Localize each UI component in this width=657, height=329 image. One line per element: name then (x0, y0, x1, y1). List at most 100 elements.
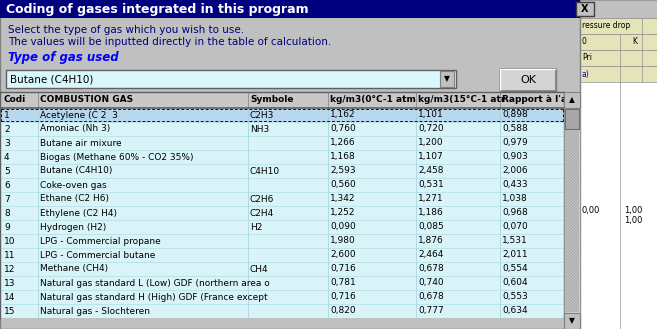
Text: K: K (632, 37, 637, 45)
Text: 0,720: 0,720 (418, 124, 443, 134)
Text: LPG - Commercial propane: LPG - Commercial propane (40, 237, 161, 245)
Text: The values will be inputted directly in the table of calculation.: The values will be inputted directly in … (8, 37, 331, 47)
Text: Coke-oven gas: Coke-oven gas (40, 181, 106, 190)
Text: 10: 10 (4, 237, 16, 245)
Text: 12: 12 (4, 265, 15, 273)
Bar (580, 66, 657, 82)
Text: 0,634: 0,634 (502, 307, 528, 316)
Text: 0,716: 0,716 (330, 265, 355, 273)
Text: ▼: ▼ (444, 74, 450, 84)
Text: 0,553: 0,553 (502, 292, 528, 301)
Bar (564, 92, 580, 329)
Text: kg/m3(15°C-1 atr: kg/m3(15°C-1 atr (418, 95, 505, 105)
Text: 15: 15 (4, 307, 16, 316)
Bar (0, 220, 564, 234)
Text: 0,820: 0,820 (330, 307, 355, 316)
Bar (0, 304, 564, 318)
Text: C2H4: C2H4 (250, 209, 274, 217)
Text: kg/m3(0°C-1 atm: kg/m3(0°C-1 atm (330, 95, 416, 105)
Text: 4: 4 (4, 153, 10, 162)
Bar (0, 262, 564, 276)
Text: 2,464: 2,464 (418, 250, 443, 260)
Text: Butane (C4H10): Butane (C4H10) (10, 74, 93, 84)
Text: 0,678: 0,678 (418, 265, 443, 273)
Text: 13: 13 (4, 279, 16, 288)
Text: 8: 8 (4, 209, 10, 217)
Text: CH4: CH4 (250, 265, 269, 273)
Text: 0,968: 0,968 (502, 209, 528, 217)
Text: 9: 9 (4, 222, 10, 232)
Text: 1,186: 1,186 (418, 209, 443, 217)
Text: OK: OK (520, 75, 536, 85)
Text: LPG - Commercial butane: LPG - Commercial butane (40, 250, 155, 260)
Text: Acetylene (C 2  3: Acetylene (C 2 3 (40, 111, 118, 119)
Text: Hydrogen (H2): Hydrogen (H2) (40, 222, 106, 232)
Bar (0, 0, 580, 18)
Text: 0,678: 0,678 (418, 292, 443, 301)
Text: 1,342: 1,342 (330, 194, 355, 204)
Text: Amoniac (Nh 3): Amoniac (Nh 3) (40, 124, 110, 134)
Text: a): a) (582, 69, 590, 79)
Text: 0,090: 0,090 (330, 222, 355, 232)
Text: 0,588: 0,588 (502, 124, 528, 134)
Text: H2: H2 (250, 222, 262, 232)
Text: 0,604: 0,604 (502, 279, 528, 288)
Text: 1,00: 1,00 (624, 206, 643, 215)
Bar (0, 150, 564, 164)
Text: 0,00: 0,00 (582, 206, 600, 215)
Text: 1,038: 1,038 (502, 194, 528, 204)
Text: 5: 5 (4, 166, 10, 175)
Bar (580, 0, 657, 329)
Text: 3: 3 (4, 139, 10, 147)
Bar (500, 69, 556, 91)
Text: 0,716: 0,716 (330, 292, 355, 301)
Text: C4H10: C4H10 (250, 166, 280, 175)
Text: 2: 2 (4, 124, 10, 134)
Bar (580, 0, 657, 18)
Bar (440, 71, 454, 87)
Text: 1: 1 (4, 111, 10, 119)
Text: 0,898: 0,898 (502, 111, 528, 119)
Text: ▼: ▼ (569, 316, 575, 325)
Text: 1,200: 1,200 (418, 139, 443, 147)
Text: 14: 14 (4, 292, 15, 301)
Text: 6: 6 (4, 181, 10, 190)
Bar (576, 2, 594, 16)
Bar (564, 92, 580, 108)
Text: C2H3: C2H3 (250, 111, 275, 119)
Bar (565, 129, 579, 312)
Text: 2,006: 2,006 (502, 166, 528, 175)
Text: 0,781: 0,781 (330, 279, 355, 288)
Text: 0,777: 0,777 (418, 307, 443, 316)
Text: 11: 11 (4, 250, 16, 260)
Text: 1,00: 1,00 (624, 215, 643, 224)
Text: Natural gas - Slochteren: Natural gas - Slochteren (40, 307, 150, 316)
Text: 2,600: 2,600 (330, 250, 355, 260)
Text: 2,458: 2,458 (418, 166, 443, 175)
Text: 0,979: 0,979 (502, 139, 528, 147)
Bar (0, 276, 564, 290)
Text: 0: 0 (582, 38, 587, 46)
Text: Biogas (Methane 60% - CO2 35%): Biogas (Methane 60% - CO2 35%) (40, 153, 194, 162)
Text: ressure drop: ressure drop (582, 21, 630, 31)
Text: Ethylene (C2 H4): Ethylene (C2 H4) (40, 209, 117, 217)
Text: Butane (C4H10): Butane (C4H10) (40, 166, 112, 175)
Text: Rapport à l'air: Rapport à l'air (502, 95, 575, 105)
Text: Type of gas used: Type of gas used (8, 52, 119, 64)
Text: 0,760: 0,760 (330, 124, 355, 134)
Text: 1,101: 1,101 (418, 111, 443, 119)
Bar (0, 178, 564, 192)
Bar (0, 92, 564, 108)
Text: X: X (581, 4, 589, 14)
Text: 0,554: 0,554 (502, 265, 528, 273)
Text: Butane air mixure: Butane air mixure (40, 139, 122, 147)
Bar (0, 192, 564, 206)
Text: Coding of gases integrated in this program: Coding of gases integrated in this progr… (6, 3, 309, 15)
Text: 2,011: 2,011 (502, 250, 528, 260)
Text: 2,593: 2,593 (330, 166, 355, 175)
Text: 1,266: 1,266 (330, 139, 355, 147)
Text: Pri: Pri (582, 54, 592, 63)
Bar (0, 206, 564, 220)
Bar (0, 122, 564, 136)
Bar (580, 34, 657, 50)
